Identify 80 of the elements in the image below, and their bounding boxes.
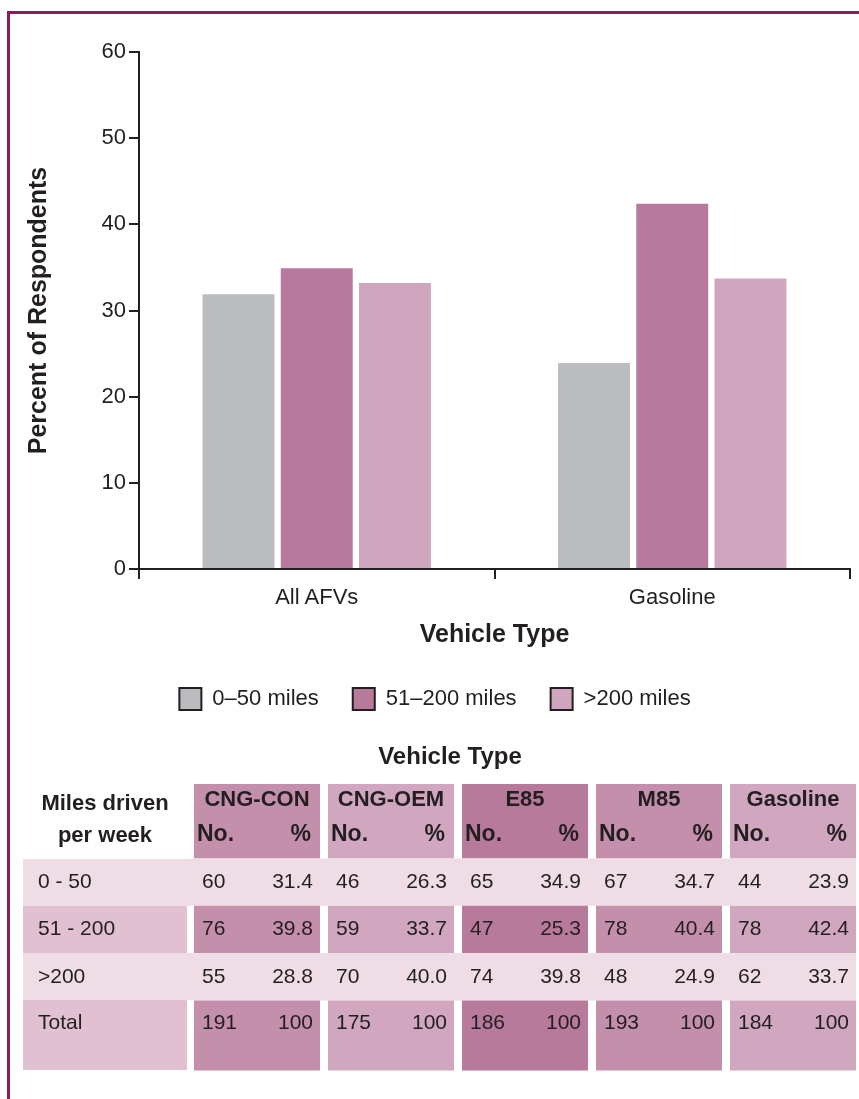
data-label: 186 xyxy=(470,1010,506,1034)
bar xyxy=(280,268,353,568)
data-label: 78 xyxy=(738,916,762,940)
bar xyxy=(202,294,275,568)
data-label: 39.8 xyxy=(540,963,581,987)
y-tick-label: 0 - 50 xyxy=(38,868,92,892)
data-label: 26.3 xyxy=(406,868,447,892)
data-label: 39.8 xyxy=(272,916,313,940)
x-tick-label: No. xyxy=(733,820,771,847)
y-tick-label: Total xyxy=(38,1010,83,1034)
data-label: 76 xyxy=(202,916,226,940)
data-label: 31.4 xyxy=(272,868,314,892)
text: CNG-CON xyxy=(204,786,310,812)
data-label: 33.7 xyxy=(406,916,447,940)
data-label: 65 xyxy=(470,868,494,892)
y-tick-label: 50 xyxy=(101,124,126,150)
data-label: 62 xyxy=(738,963,762,987)
x-tick-label: % xyxy=(558,820,579,847)
data-label: 67 xyxy=(604,868,628,892)
x-tick-label: All AFVs xyxy=(275,584,359,610)
data-label: 100 xyxy=(277,1010,313,1034)
y-axis-title: Percent of Respondents xyxy=(22,166,51,455)
data-label: 78 xyxy=(604,916,628,940)
data-label: 193 xyxy=(604,1010,640,1034)
data-label: 23.9 xyxy=(808,868,849,892)
y-axis-title: Miles driven per week xyxy=(41,790,169,848)
x-tick-label: % xyxy=(290,820,311,847)
legend-label: >200 miles xyxy=(583,685,691,711)
y-tick-label: 30 xyxy=(101,296,126,322)
data-label: 47 xyxy=(470,916,494,940)
data-label: 46 xyxy=(336,868,360,892)
text: Gasoline xyxy=(746,786,840,812)
data-label: 59 xyxy=(336,916,360,940)
data-label: 24.9 xyxy=(674,963,715,987)
data-label: 42.4 xyxy=(808,916,850,940)
data-label: 25.3 xyxy=(540,916,581,940)
bar xyxy=(714,278,787,568)
data-label: 55 xyxy=(202,963,226,987)
x-tick-label: % xyxy=(424,820,445,847)
data-label: 48 xyxy=(604,963,628,987)
text: E85 xyxy=(505,786,545,812)
x-tick-label: No. xyxy=(331,820,369,847)
data-label: 191 xyxy=(202,1010,238,1034)
chart-title: Vehicle Type xyxy=(378,741,522,769)
y-tick-label: 40 xyxy=(101,210,126,236)
x-tick-label: % xyxy=(826,820,847,847)
data-label: 40.0 xyxy=(406,963,447,987)
data-label: 34.7 xyxy=(674,868,715,892)
data-label: 70 xyxy=(336,963,360,987)
data-label: 100 xyxy=(679,1010,715,1034)
data-label: 60 xyxy=(202,868,226,892)
legend-label: 51–200 miles xyxy=(385,685,517,711)
data-label: 100 xyxy=(813,1010,849,1034)
data-label: 34.9 xyxy=(540,868,581,892)
y-tick-label: 10 xyxy=(101,468,126,494)
data-label: 175 xyxy=(336,1010,372,1034)
data-label: 184 xyxy=(738,1010,774,1034)
data-label: 100 xyxy=(411,1010,447,1034)
x-tick-label: No. xyxy=(197,820,235,847)
bar xyxy=(558,363,631,568)
data-label: 33.7 xyxy=(808,963,849,987)
text: CNG-OEM xyxy=(337,786,445,812)
x-tick-label: % xyxy=(692,820,713,847)
text: M85 xyxy=(637,786,681,812)
bar xyxy=(358,282,431,568)
x-axis-title: Vehicle Type xyxy=(419,618,570,647)
y-tick-label: 0 xyxy=(113,555,126,581)
y-tick-label: >200 xyxy=(38,963,86,987)
x-tick-label: No. xyxy=(599,820,637,847)
x-tick-label: No. xyxy=(465,820,503,847)
data-label: 40.4 xyxy=(674,916,716,940)
y-tick-label: 60 xyxy=(101,38,126,64)
data-label: 74 xyxy=(470,963,494,987)
y-tick-label: 20 xyxy=(101,382,126,408)
data-label: 28.8 xyxy=(272,963,313,987)
data-label: 44 xyxy=(738,868,762,892)
data-label: 100 xyxy=(545,1010,581,1034)
y-tick-label: 51 - 200 xyxy=(38,916,116,940)
bar xyxy=(636,203,709,568)
legend-label: 0–50 miles xyxy=(212,685,319,711)
